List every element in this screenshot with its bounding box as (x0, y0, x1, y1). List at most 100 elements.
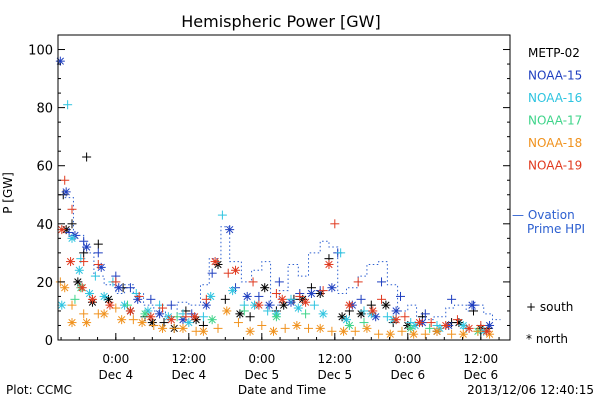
marker-stroke (147, 313, 155, 321)
marker-stroke (211, 257, 219, 266)
marker-stroke (482, 327, 491, 335)
south-marker (159, 318, 169, 328)
x-tick-date: Dec 4 (171, 368, 206, 382)
north-marker (178, 323, 188, 333)
north-marker (315, 323, 325, 333)
marker-stroke (179, 324, 187, 333)
marker-stroke (208, 316, 216, 324)
marker-stroke (223, 307, 231, 315)
north-marker (341, 315, 351, 325)
marker-stroke (243, 292, 251, 301)
marker-stroke (68, 318, 76, 327)
marker-stroke (278, 295, 286, 303)
north-marker (57, 300, 67, 310)
north-marker (371, 312, 381, 322)
south-marker (213, 323, 223, 333)
south-marker (309, 300, 319, 310)
south-marker (248, 277, 258, 287)
south-marker (447, 329, 457, 339)
marker-stroke (386, 330, 394, 338)
north-marker (306, 289, 316, 299)
x-tick-time: 12:00 (464, 352, 499, 366)
plot-timestamp: 2013/12/06 12:40:15 (467, 383, 594, 397)
marker-stroke (459, 321, 467, 330)
north-marker (260, 283, 270, 293)
north-marker (87, 294, 97, 304)
south-marker (318, 286, 328, 296)
south-marker (350, 326, 360, 336)
marker-stroke (100, 310, 108, 318)
marker-stroke (345, 301, 354, 309)
south-marker (301, 309, 311, 319)
legend-entry: NOAA-18 (528, 136, 582, 150)
south-marker (476, 320, 486, 330)
marker-stroke (485, 321, 494, 330)
legend-entry: NOAA-17 (528, 114, 582, 128)
marker-stroke (78, 284, 86, 292)
south-marker (473, 326, 483, 336)
marker-stroke (363, 324, 371, 333)
marker-stroke (392, 307, 400, 315)
marker-stroke (433, 327, 441, 335)
marker-stroke (392, 316, 400, 324)
y-tick-label: 0 (45, 334, 53, 349)
north-marker (292, 320, 302, 330)
south-marker (111, 277, 121, 287)
north-marker (222, 306, 232, 316)
marker-stroke (66, 257, 75, 266)
south-marker (452, 315, 462, 325)
south-marker (82, 152, 92, 162)
marker-stroke (465, 324, 473, 333)
legend-entry: METP-02 (528, 46, 580, 60)
marker-stroke (307, 289, 316, 298)
marker-stroke (82, 318, 91, 327)
marker-stroke (179, 316, 187, 324)
marker-stroke (342, 316, 351, 324)
x-tick-time: 0:00 (248, 352, 275, 366)
marker-stroke (261, 284, 269, 292)
north-marker (245, 326, 255, 336)
marker-stroke (272, 313, 281, 321)
south-marker (233, 318, 243, 328)
marker-stroke (158, 324, 167, 333)
marker-stroke (328, 284, 336, 292)
legend-entry: NOAA-15 (528, 69, 582, 83)
south-marker (67, 204, 77, 214)
marker-stroke (62, 188, 70, 196)
north-marker (184, 318, 194, 328)
x-tick-time: 12:00 (318, 352, 353, 366)
marker-stroke (269, 327, 278, 335)
north-marker (242, 291, 252, 301)
marker-stroke (97, 263, 105, 272)
north-marker (381, 300, 391, 310)
marker-stroke (339, 327, 348, 335)
north-marker (264, 300, 274, 310)
south-marker (420, 309, 430, 319)
north-marker (105, 300, 115, 310)
north-marker (137, 318, 147, 328)
marker-stroke (372, 313, 380, 321)
marker-stroke (192, 316, 200, 324)
x-tick-date: Dec 4 (98, 368, 133, 382)
marker-stroke (126, 307, 135, 315)
north-marker (125, 306, 135, 316)
legend-ovation-line1: — Ovation (512, 208, 575, 222)
south-marker (146, 294, 156, 304)
south-marker (207, 268, 217, 278)
south-marker (90, 271, 100, 281)
y-tick-label: 40 (36, 218, 53, 233)
marker-stroke (148, 318, 156, 327)
legend-north: * north (526, 332, 568, 346)
marker-stroke (115, 284, 123, 292)
south-marker (70, 294, 80, 304)
south-marker (63, 100, 73, 110)
marker-stroke (409, 330, 418, 338)
marker-stroke (104, 295, 113, 303)
north-marker (324, 259, 334, 269)
north-marker (464, 323, 474, 333)
marker-stroke (231, 266, 240, 274)
y-tick-label: 80 (36, 102, 53, 117)
north-marker (271, 312, 281, 322)
axes: 0 20 40 60 80 100 0:00 Dec 4 12:00 Dec 4 0:00 Dec 5… (28, 34, 511, 382)
south-marker (128, 315, 138, 325)
